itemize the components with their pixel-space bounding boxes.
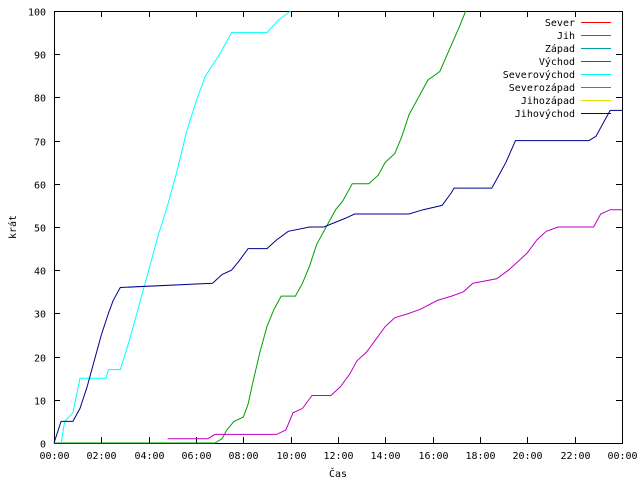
legend-label: Jihovýchod (515, 108, 575, 120)
legend-label: Jih (557, 31, 575, 42)
x-tick-label: 06:00 (181, 451, 211, 462)
legend-label: Východ (539, 56, 575, 68)
x-axis-ticks: 00:00 02:00 04:00 06:00 08:00 10:00 12:00 14:00… (39, 11, 638, 462)
x-tick-label: 12:00 (323, 451, 353, 462)
y-tick-label: 20 (34, 354, 46, 365)
y-tick-label: 40 (34, 267, 46, 278)
x-tick-label: 00:00 (607, 451, 637, 462)
y-tick-label: 70 (34, 138, 46, 149)
y-tick-label: 90 (34, 51, 46, 62)
legend-label: Západ (545, 43, 575, 55)
y-axis-ticks: 0 10 20 30 40 50 60 70 80 90 100 (28, 8, 622, 451)
y-tick-label: 80 (34, 94, 46, 105)
series-lines (53, 10, 622, 444)
x-tick-label: 08:00 (228, 451, 258, 462)
y-tick-label: 60 (34, 181, 46, 192)
legend: Sever JihZápadVýchodSeverovýchodSeverozáp… (503, 18, 611, 120)
x-tick-label: 10:00 (276, 451, 306, 462)
legend-label: Jihozápad (521, 95, 575, 107)
y-tick-label: 30 (34, 310, 46, 321)
x-tick-label: 16:00 (418, 451, 448, 462)
series-line-3 (167, 209, 622, 440)
x-tick-label: 04:00 (134, 451, 164, 462)
series-line-7 (53, 109, 622, 444)
y-tick-label: 100 (28, 8, 46, 19)
x-tick-label: 22:00 (560, 451, 590, 462)
y-tick-label: 0 (40, 440, 46, 451)
x-tick-label: 14:00 (370, 451, 400, 462)
legend-label: Severozápad (509, 82, 575, 94)
y-axis-label: krát (7, 215, 19, 239)
x-tick-label: 00:00 (39, 451, 69, 462)
y-tick-label: 10 (34, 397, 46, 408)
x-tick-label: 02:00 (86, 451, 116, 462)
series-line-1 (54, 10, 467, 444)
x-tick-label: 18:00 (465, 451, 495, 462)
series-line-4 (60, 10, 291, 444)
y-tick-label: 50 (34, 224, 46, 235)
legend-label: Sever (545, 18, 575, 29)
legend-label: Severovýchod (503, 69, 575, 81)
x-tick-label: 20:00 (512, 451, 542, 462)
x-axis-label: Čas (329, 467, 347, 480)
